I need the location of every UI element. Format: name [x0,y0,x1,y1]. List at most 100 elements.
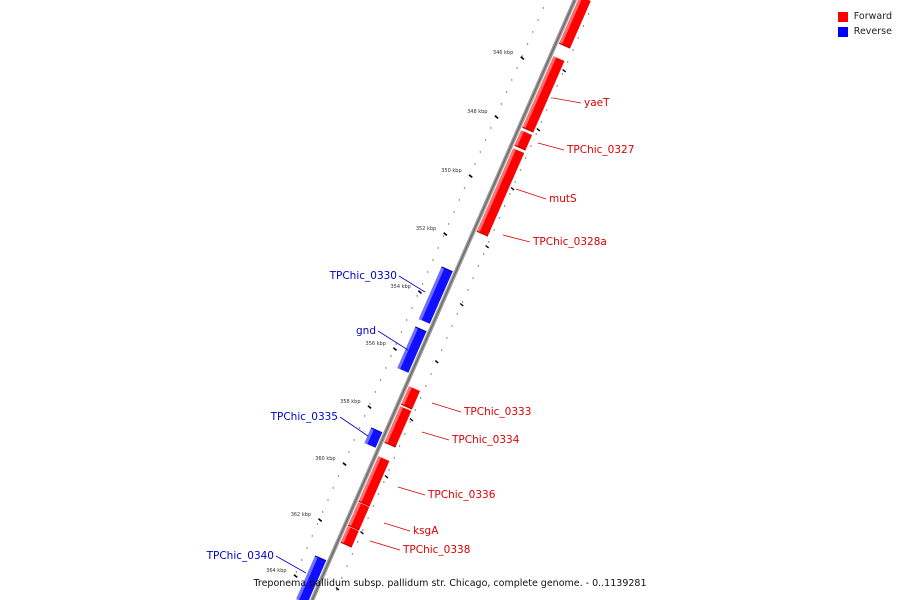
guide-dot [516,67,518,69]
guide-dot [367,517,369,519]
guide-dot [556,85,558,87]
gene-cap [340,541,352,548]
gene-label[interactable]: TPChic_0333 [463,406,531,418]
guide-dot [493,229,495,231]
gene-label[interactable]: TPChic_0335 [270,411,338,423]
gene-tpchic_0333[interactable] [400,386,421,410]
gene-features [296,0,591,600]
label-leader [339,416,369,437]
label-leader [552,97,582,104]
guide-dot [316,523,319,525]
guide-dot [398,445,401,447]
gene-tpchic_0330[interactable] [418,266,453,324]
guide-dot [364,415,366,417]
guide-dot [577,37,579,39]
gene-tpchic_0327[interactable] [514,130,533,151]
gene-bar [478,148,525,233]
gene-label[interactable]: ksgA [413,525,439,537]
guide-dot [540,121,543,123]
gene-label[interactable]: mutS [549,193,577,205]
guide-dot [369,403,371,405]
gene-label[interactable]: TPChic_0338 [402,544,470,556]
gene-bevel [340,526,351,544]
tick-label: 352 kbp [416,226,436,232]
gene-tpchic_0335[interactable] [364,427,383,448]
gene-cap [314,555,327,562]
guide-dot [374,391,376,393]
guide-dot [545,109,548,111]
guide-dot [509,193,511,195]
guide-dot [472,277,474,279]
guide-dot [477,265,480,267]
guide-dot [341,577,343,579]
guide-dot [390,355,392,357]
gene-label[interactable]: TPChic_0330 [329,270,397,282]
gene-bar [559,0,591,49]
guide-dot [437,247,439,249]
gene-bevel [364,427,374,445]
guide-dot [582,25,585,27]
guide-dot [337,475,340,477]
gene-bar [364,427,383,448]
kbp-ticks: 346 kbp 348 kbp 350 kbp 352 kbp 354 kbp 356 k… [266,50,567,591]
gene-cap [476,230,489,237]
gene-tpchic_0338[interactable] [340,526,359,548]
guide-dot [521,55,523,57]
guide-dot [311,535,313,537]
gene-label[interactable]: gnd [356,325,376,337]
guide-dot [432,259,434,261]
guide-dot [409,421,411,423]
gene-cap [522,126,534,133]
guide-dot [526,43,529,45]
tick-mark [459,302,464,307]
gene-cap [358,500,370,507]
tick-mark [384,474,389,479]
gene-gnd[interactable] [397,326,427,373]
gene-tpchic_0336[interactable] [358,456,390,507]
gene-label[interactable]: TPChic_0334 [451,434,520,446]
guide-dot [430,373,432,375]
gene-label[interactable]: TPChic_0327 [566,144,634,156]
gene-unlabeled[interactable] [558,0,591,49]
gene-tpchic_0328a[interactable] [476,226,491,237]
guide-dot [348,451,350,453]
guide-dot [372,505,375,507]
tick-label: 358 kbp [340,399,360,405]
guide-dot [421,283,424,285]
tick-mark [409,417,414,422]
gene-cap [370,427,383,434]
guide-dot [446,337,448,339]
tick-mark [417,290,422,295]
guide-dot [461,301,464,303]
gene-label[interactable]: TPChic_0336 [427,489,496,501]
gene-muts[interactable] [478,148,525,233]
tick-label: 356 kbp [366,341,386,347]
gene-bar [340,526,359,548]
gene-yaet[interactable] [522,56,565,133]
gene-tpchic_0340[interactable] [296,555,327,600]
guide-dot [379,379,382,381]
guide-dot [414,409,417,411]
guide-dot [488,241,490,243]
guide-dot [484,139,487,141]
guide-dot [332,487,334,489]
gene-label[interactable]: TPChic_0340 [206,550,274,562]
gene-tpchic_0334[interactable] [384,406,412,448]
tick-label: 362 kbp [291,512,311,518]
tick-mark [468,174,473,179]
gene-bar [397,326,427,373]
guide-dot [358,427,361,429]
gene-bar [514,130,533,151]
legend: Forward Reverse [837,9,892,39]
guide-dot [551,97,553,99]
label-leader [377,330,409,351]
gene-ksga[interactable] [347,502,370,531]
gene-bevel [418,266,445,321]
tick-mark [510,186,515,191]
gene-label[interactable]: TPChic_0328a [532,236,607,248]
guide-dot [383,481,385,483]
gene-label[interactable]: yaeT [584,97,610,109]
guide-dot [514,181,516,183]
tick-mark [342,462,347,467]
